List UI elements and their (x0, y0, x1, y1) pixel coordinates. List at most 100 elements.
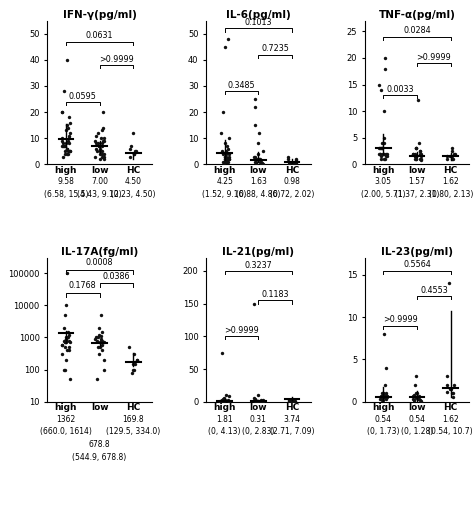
Point (64, 137, 72, 145)
Text: (0, 4.13): (0, 4.13) (209, 427, 241, 436)
Point (98, 340, 105, 349)
Text: 0.0595: 0.0595 (69, 92, 97, 100)
Point (219, 158, 227, 166)
Point (291, 160, 298, 168)
Point (58, 134, 65, 142)
Text: 1.62: 1.62 (442, 177, 459, 186)
Point (94, 343, 101, 351)
Point (98, 328, 106, 336)
Point (100, 155, 108, 163)
Point (443, 372, 451, 381)
Point (413, 393, 421, 402)
Point (133, 356, 140, 364)
Point (256, 155, 264, 163)
Point (217, 398, 224, 406)
Point (379, 396, 387, 404)
Title: IL-21(pg/ml): IL-21(pg/ml) (222, 247, 294, 257)
Point (410, 391, 418, 399)
Point (97, 336, 104, 345)
Text: 1362: 1362 (56, 415, 75, 423)
Point (219, 150, 227, 158)
Text: >0.9999: >0.9999 (224, 326, 259, 335)
Point (410, 395, 417, 403)
Point (66, 118, 73, 127)
Point (58, 340, 65, 349)
Text: (0, 2.83): (0, 2.83) (242, 427, 274, 436)
Point (64, 145, 71, 153)
Point (412, 389, 420, 398)
Point (58, 108, 66, 116)
Point (64, 328, 72, 336)
Point (377, 144, 385, 152)
Point (376, 395, 384, 403)
Point (376, 150, 384, 158)
Point (217, 397, 224, 405)
Point (61, 366, 68, 374)
Point (383, 393, 391, 402)
Point (259, 396, 266, 404)
Point (65, 113, 73, 122)
Point (220, 158, 228, 166)
Point (377, 85, 384, 94)
Point (250, 393, 258, 402)
Point (285, 158, 292, 166)
Text: 0.0033: 0.0033 (386, 85, 414, 94)
Point (418, 150, 425, 158)
Point (255, 129, 263, 137)
Point (100, 150, 108, 158)
Point (97, 311, 105, 319)
Point (63, 145, 71, 153)
Text: (0.88, 4.86): (0.88, 4.86) (236, 190, 281, 199)
Point (100, 134, 107, 142)
Point (66, 129, 73, 137)
Point (129, 366, 137, 374)
Point (222, 43, 229, 51)
Point (224, 396, 231, 404)
Point (223, 155, 231, 163)
Point (130, 150, 137, 158)
Point (255, 155, 262, 163)
Point (59, 140, 67, 148)
Point (378, 396, 386, 404)
Point (59, 340, 66, 349)
Point (99, 147, 106, 156)
Point (98, 336, 106, 345)
Point (417, 155, 424, 163)
Point (100, 338, 108, 347)
Point (100, 152, 108, 161)
Point (222, 158, 230, 166)
Title: IL-6(pg/ml): IL-6(pg/ml) (226, 10, 291, 20)
Point (259, 160, 266, 168)
Point (256, 397, 264, 405)
Point (94, 129, 101, 137)
Point (93, 147, 101, 156)
Point (95, 323, 103, 332)
Point (63, 140, 70, 148)
Text: 1.63: 1.63 (250, 177, 267, 186)
Point (100, 338, 107, 347)
Point (225, 155, 233, 163)
Point (219, 397, 227, 405)
Point (382, 150, 390, 158)
Point (380, 393, 387, 402)
Text: 0.3237: 0.3237 (245, 261, 272, 270)
Point (410, 392, 417, 400)
Point (62, 336, 69, 345)
Point (61, 147, 69, 156)
Point (95, 331, 102, 339)
Point (98, 335, 105, 343)
Point (62, 338, 70, 347)
Text: (660.0, 1614): (660.0, 1614) (40, 427, 92, 436)
Point (219, 108, 227, 116)
Point (376, 144, 383, 152)
Point (410, 150, 417, 158)
Point (253, 158, 260, 166)
Point (65, 140, 73, 148)
Point (257, 398, 264, 406)
Point (382, 391, 390, 399)
Point (65, 134, 73, 142)
Text: (1.37, 2.31): (1.37, 2.31) (395, 190, 439, 199)
Point (415, 395, 423, 403)
Point (58, 137, 65, 145)
Point (257, 159, 265, 167)
